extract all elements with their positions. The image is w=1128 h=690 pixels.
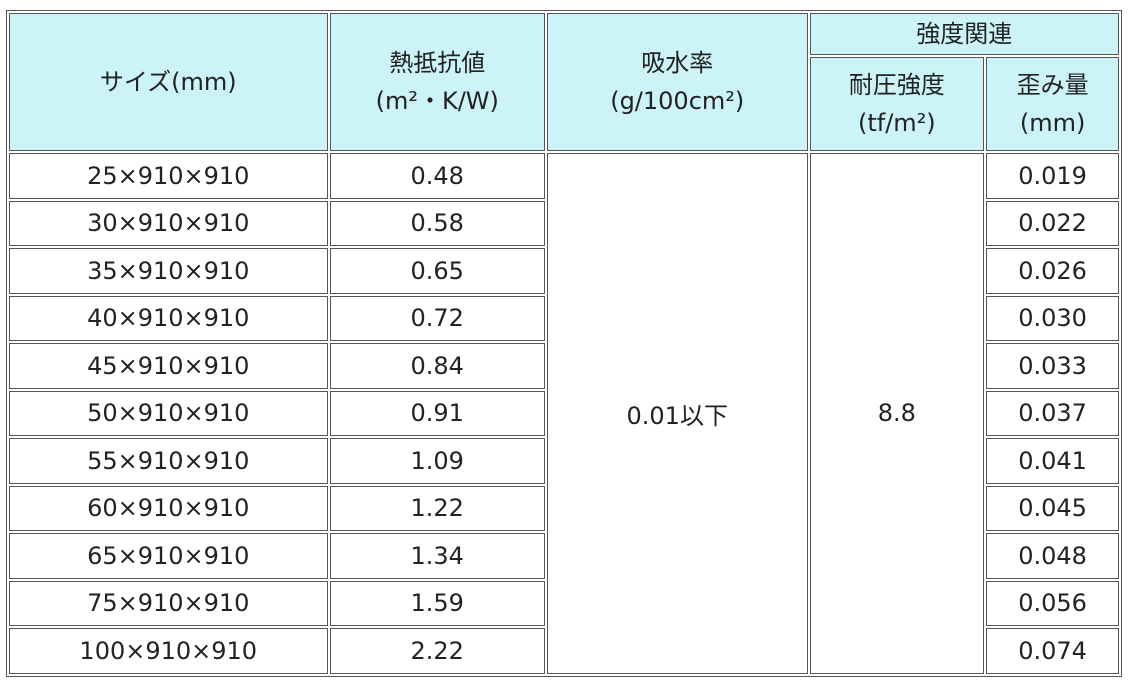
size-cell: 100×910×910 — [9, 628, 328, 674]
thermal-resistance-cell: 0.91 — [329, 390, 545, 436]
header-unit: (g/100cm²) — [610, 87, 745, 115]
size-cell: 35×910×910 — [9, 248, 328, 294]
size-cell: 55×910×910 — [9, 438, 328, 484]
header-text: 熱抵抗値 — [389, 49, 486, 77]
strain-cell: 0.037 — [986, 390, 1119, 436]
thermal-resistance-cell: 1.22 — [329, 485, 545, 531]
header-cell: 熱抵抗値 (m²・K/W) — [329, 13, 545, 151]
thermal-resistance-cell: 1.09 — [329, 438, 545, 484]
strain-cell: 0.022 — [986, 200, 1119, 246]
header-unit: (mm) — [1019, 109, 1086, 137]
compressive-strength-cell: 8.8 — [809, 153, 985, 674]
strain-cell: 0.074 — [986, 628, 1119, 674]
thermal-resistance-cell: 0.58 — [329, 200, 545, 246]
thermal-resistance-cell: 2.22 — [329, 628, 545, 674]
strain-cell: 0.048 — [986, 533, 1119, 579]
table-row: 100×910×910 2.22 0.074 — [9, 628, 1119, 674]
size-cell: 60×910×910 — [9, 485, 328, 531]
header-cell: サイズ(mm) — [9, 13, 328, 151]
thermal-resistance-cell: 1.34 — [329, 533, 545, 579]
header-text: 強度関連 — [916, 20, 1013, 48]
water-absorption-cell: 0.01以下 — [546, 153, 808, 674]
size-cell: 75×910×910 — [9, 580, 328, 626]
header-text: 吸水率 — [641, 49, 714, 77]
strain-cell: 0.041 — [986, 438, 1119, 484]
table-row: 30×910×910 0.58 0.022 — [9, 200, 1119, 246]
table-row: 55×910×910 1.09 0.041 — [9, 438, 1119, 484]
header-unit: (m²・K/W) — [375, 87, 499, 115]
header-cell: 強度関連 — [809, 13, 1119, 55]
size-cell: 30×910×910 — [9, 200, 328, 246]
header-unit: (tf/m²) — [858, 109, 936, 137]
strain-cell: 0.033 — [986, 343, 1119, 389]
size-cell: 50×910×910 — [9, 390, 328, 436]
header-text: 耐圧強度 — [848, 71, 945, 99]
table-row: 65×910×910 1.34 0.048 — [9, 533, 1119, 579]
size-cell: 65×910×910 — [9, 533, 328, 579]
strain-cell: 0.056 — [986, 580, 1119, 626]
thermal-resistance-cell: 0.48 — [329, 153, 545, 199]
table-row: 75×910×910 1.59 0.056 — [9, 580, 1119, 626]
strain-cell: 0.026 — [986, 248, 1119, 294]
size-cell: 45×910×910 — [9, 343, 328, 389]
strain-cell: 0.045 — [986, 485, 1119, 531]
thermal-resistance-cell: 0.72 — [329, 295, 545, 341]
table-body: 25×910×910 0.48 0.01以下 8.8 0.019 30×910×910 0.… — [9, 153, 1119, 674]
table-row: 25×910×910 0.48 0.01以下 8.8 0.019 — [9, 153, 1119, 674]
strain-cell: 0.019 — [986, 153, 1119, 199]
header-cell: 耐圧強度 (tf/m²) — [809, 57, 985, 151]
thermal-resistance-cell: 0.84 — [329, 343, 545, 389]
header-text: サイズ(mm) — [99, 68, 237, 96]
thermal-resistance-cell: 1.59 — [329, 580, 545, 626]
size-cell: 25×910×910 — [9, 153, 328, 199]
spec-table: サイズ(mm) 熱抵抗値 (m²・K/W) 吸水率 (g/100cm²) 強度関… — [6, 10, 1122, 677]
table-row: 45×910×910 0.84 0.033 — [9, 343, 1119, 389]
table-row: 40×910×910 0.72 0.030 — [9, 295, 1119, 341]
header-cell: 歪み量 (mm) — [986, 57, 1119, 151]
table-row: 35×910×910 0.65 0.026 — [9, 248, 1119, 294]
table-row: 50×910×910 0.91 0.037 — [9, 390, 1119, 436]
header-text: 歪み量 — [1016, 71, 1089, 99]
thermal-resistance-cell: 0.65 — [329, 248, 545, 294]
strain-cell: 0.030 — [986, 295, 1119, 341]
size-cell: 40×910×910 — [9, 295, 328, 341]
header-cell: 吸水率 (g/100cm²) — [546, 13, 808, 151]
table-row: 60×910×910 1.22 0.045 — [9, 485, 1119, 531]
